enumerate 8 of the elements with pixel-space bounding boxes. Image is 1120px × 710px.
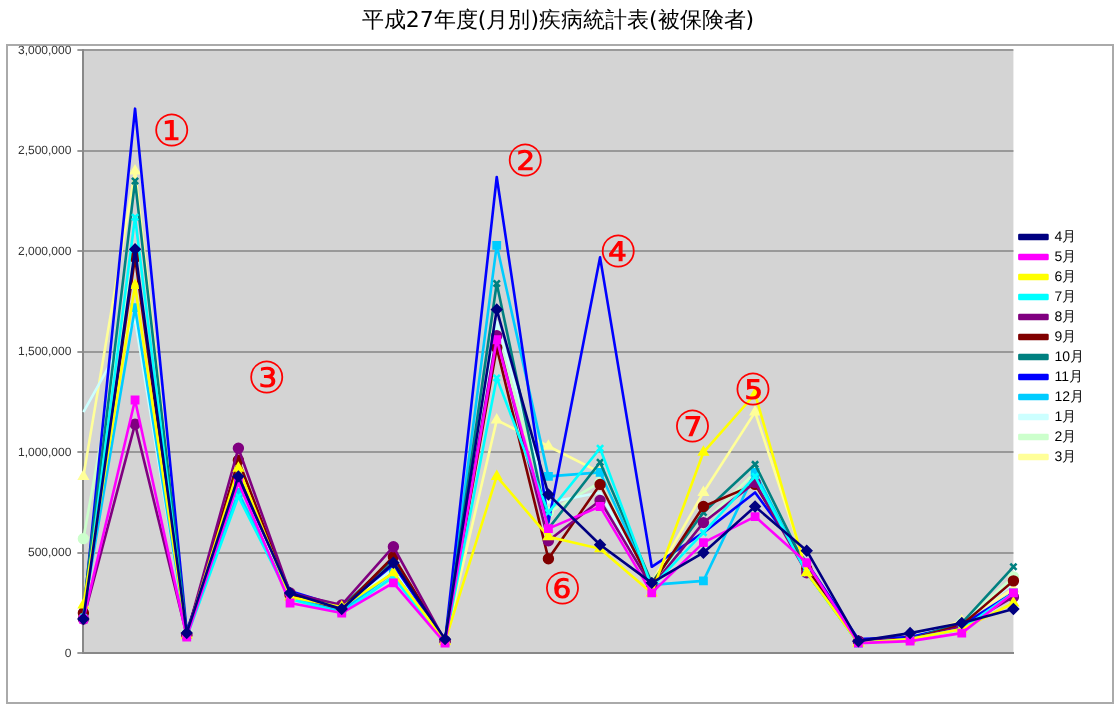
annotation: ⑤ xyxy=(733,367,773,418)
annotation: ① xyxy=(152,108,192,159)
annotation: ③ xyxy=(246,355,287,406)
annotation: ④ xyxy=(598,228,638,279)
annotation: ⑦ xyxy=(672,403,713,454)
annotation: ⑥ xyxy=(542,566,583,617)
annotation: ② xyxy=(505,138,545,189)
chart-title: 平成27年度(月別)疾病統計表(被保険者) xyxy=(361,6,755,33)
